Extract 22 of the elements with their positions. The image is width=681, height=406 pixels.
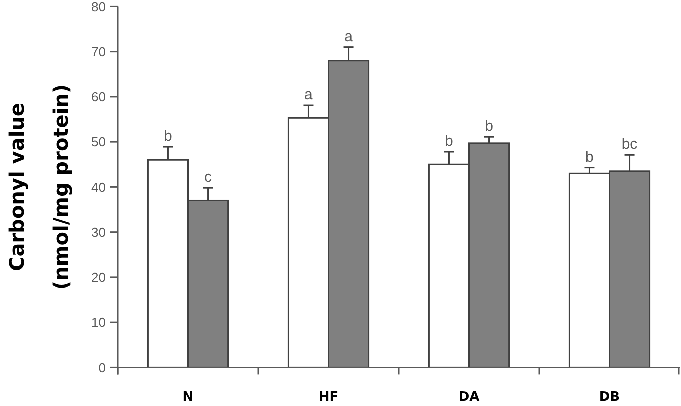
data-label: b <box>586 148 594 166</box>
data-label: a <box>304 86 314 104</box>
y-tick-label: 40 <box>92 180 106 195</box>
data-label: a <box>344 28 354 46</box>
y-tick-label: 20 <box>92 270 106 285</box>
data-label: bc <box>622 136 638 154</box>
x-tick-label: DB <box>599 390 620 405</box>
data-label: b <box>445 133 454 150</box>
y-tick-label: 60 <box>92 90 106 104</box>
data-label: b <box>485 118 494 136</box>
x-tick-label: N <box>182 390 194 405</box>
y-tick-label: 0 <box>98 360 106 376</box>
y-tick-label: 10 <box>92 315 106 330</box>
data-label: b <box>164 128 172 146</box>
y-tick-label: 80 <box>92 0 106 14</box>
y-axis-title: Carbonyl value (nmol/mg protein) <box>5 84 73 290</box>
x-tick-label: HF <box>318 390 339 405</box>
y-tick-label: 30 <box>92 224 106 240</box>
y-tick-label: 70 <box>92 44 106 60</box>
x-tick-label: DA <box>458 390 480 405</box>
y-tick-label: 50 <box>92 134 106 150</box>
data-label: c <box>204 169 213 186</box>
